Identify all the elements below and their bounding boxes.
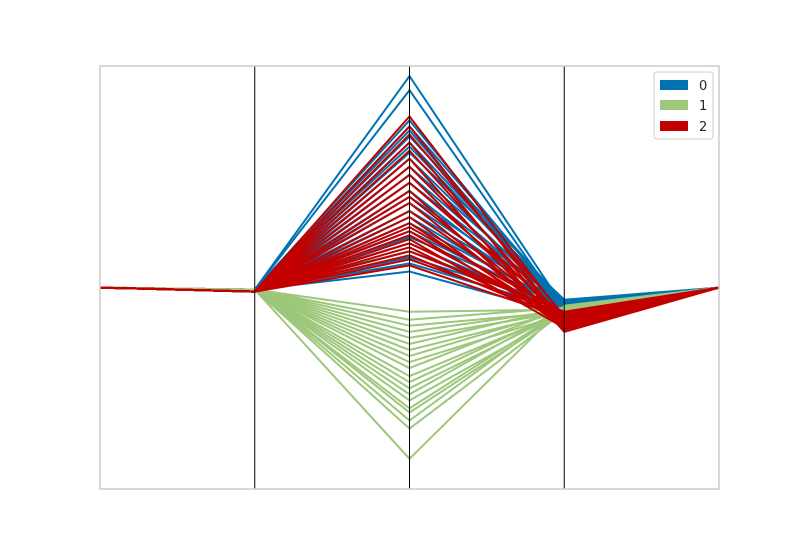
- plot-frame: [99, 65, 720, 490]
- legend-swatch-2: [660, 121, 688, 131]
- legend: 0 1 2: [653, 71, 714, 140]
- legend-swatch-1: [660, 100, 688, 110]
- parallel-axes: [254, 66, 565, 489]
- legend-label-0: 0: [699, 79, 707, 94]
- legend-label-1: 1: [699, 99, 707, 114]
- legend-swatch-0: [660, 80, 688, 90]
- legend-label-2: 2: [699, 120, 707, 135]
